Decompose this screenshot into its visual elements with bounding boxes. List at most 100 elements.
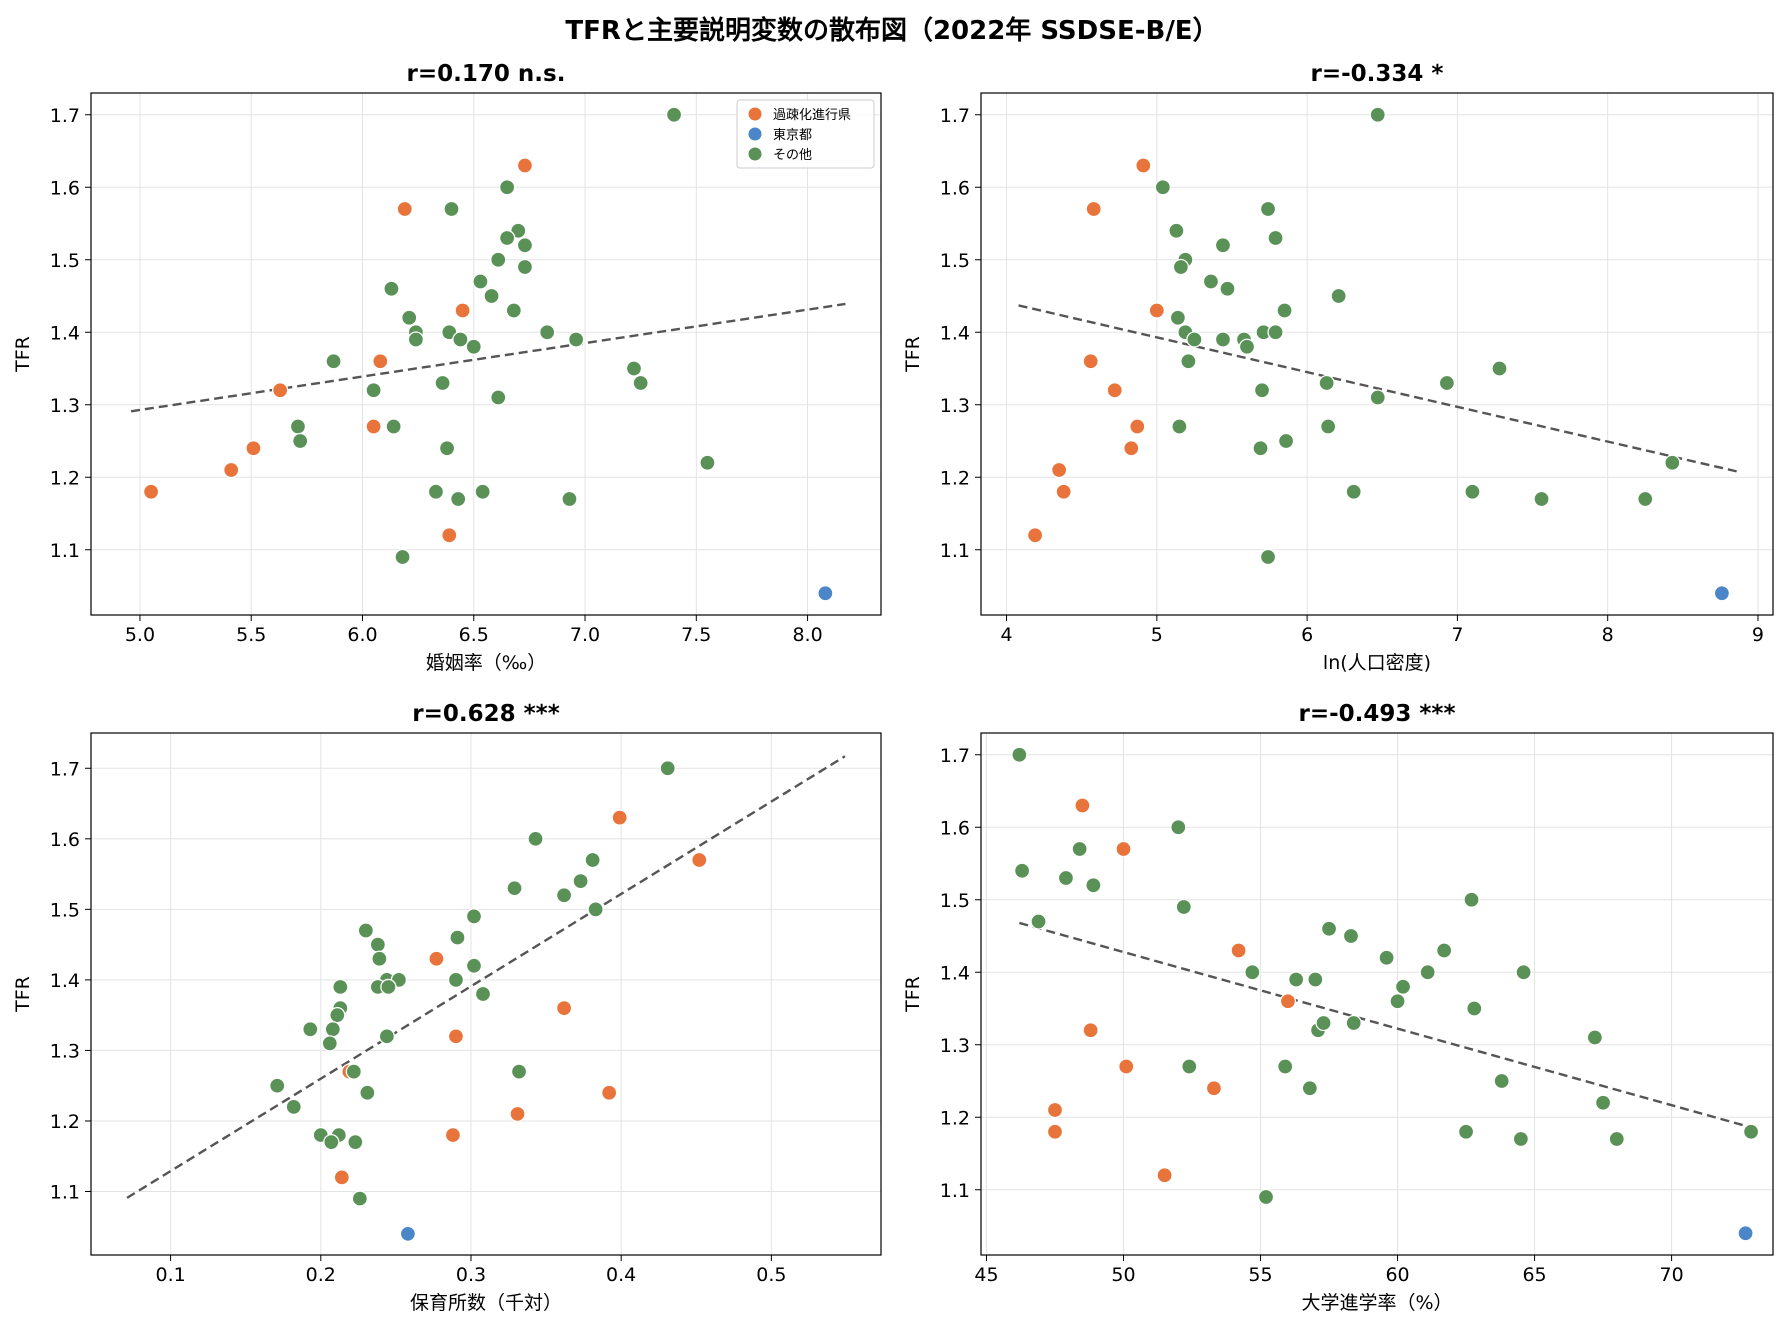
x-axis-label: 保育所数（千対）: [410, 1292, 562, 1314]
data-point: [1013, 862, 1031, 879]
x-axis-label: 婚姻率（‰）: [426, 652, 547, 674]
data-point: [345, 1063, 362, 1080]
data-point: [632, 374, 649, 392]
x-tick-label: 7.0: [570, 624, 600, 646]
data-point: [443, 200, 460, 218]
y-tick-label: 1.4: [50, 322, 80, 344]
data-point: [1277, 1058, 1294, 1075]
data-point: [1369, 389, 1386, 406]
y-tick-label: 1.2: [940, 467, 970, 489]
data-point: [490, 251, 507, 268]
data-point: [1464, 483, 1481, 500]
data-point: [1493, 1072, 1510, 1090]
data-point: [1466, 1000, 1483, 1017]
data-point: [378, 1028, 396, 1045]
subplot-3: 0.1 0.2 0.3 0.4 0.5 1.1 1.2 1.3 1.4 1.5 1.6 1.7 保育所数…: [12, 701, 882, 1314]
data-point: [1330, 287, 1347, 305]
axes-frame: [980, 92, 1774, 616]
data-point: [1737, 1225, 1754, 1242]
y-tick-label: 1.4: [50, 970, 80, 992]
data-point: [506, 880, 523, 897]
data-point: [454, 302, 471, 319]
trend-line: [130, 302, 846, 413]
data-point: [601, 1084, 618, 1101]
data-point: [1085, 877, 1102, 894]
data-point: [1637, 490, 1654, 508]
data-point: [1257, 1188, 1275, 1206]
data-point: [1515, 964, 1532, 981]
data-point: [1345, 1014, 1362, 1032]
data-point: [584, 851, 601, 869]
data-point: [505, 302, 522, 319]
data-point: [444, 1126, 462, 1144]
y-tick-label: 1.4: [940, 962, 970, 984]
data-point: [380, 978, 397, 996]
series-その他: [1011, 746, 1760, 1206]
data-point: [465, 908, 483, 925]
data-point: [1071, 840, 1088, 858]
y-tick-label: 1.5: [940, 250, 970, 272]
data-point: [427, 483, 445, 500]
data-point: [1369, 106, 1386, 123]
data-point: [510, 1063, 528, 1080]
data-point: [1050, 461, 1068, 479]
y-tick-label: 1.7: [50, 105, 80, 127]
data-point: [498, 229, 516, 247]
data-point: [1082, 353, 1099, 370]
trend-line: [1018, 304, 1738, 473]
data-point: [1135, 157, 1152, 174]
data-point: [1259, 200, 1277, 218]
data-point: [447, 1028, 465, 1045]
data-point: [285, 1098, 302, 1116]
data-point: [1491, 360, 1508, 377]
series-東京都: [1737, 1225, 1754, 1242]
data-point: [1074, 797, 1091, 814]
subplot-title: r=0.628 ***: [412, 701, 559, 727]
data-point: [372, 353, 389, 370]
y-tick-label: 1.1: [940, 1180, 970, 1202]
y-tick-label: 1.6: [50, 829, 80, 851]
data-point: [1389, 993, 1406, 1010]
data-point: [1148, 302, 1165, 319]
data-point: [1318, 374, 1335, 392]
data-point: [449, 929, 466, 946]
x-tick-label: 7: [1451, 624, 1463, 646]
data-point: [332, 978, 349, 996]
data-point: [509, 1105, 526, 1123]
data-point: [567, 331, 585, 348]
data-point: [365, 418, 382, 435]
data-point: [561, 490, 578, 508]
data-point: [359, 1084, 376, 1101]
data-point: [441, 527, 458, 544]
data-point: [396, 200, 413, 218]
data-point: [1301, 1080, 1319, 1097]
data-point: [555, 887, 573, 904]
data-point: [1267, 229, 1284, 247]
y-tick-label: 1.2: [940, 1107, 970, 1129]
y-tick-label: 1.1: [50, 1182, 80, 1204]
legend-marker: [747, 126, 763, 142]
x-tick-label: 0.2: [306, 1264, 336, 1286]
data-point: [365, 382, 382, 399]
data-point: [817, 585, 834, 602]
legend-marker: [747, 106, 763, 122]
data-point: [572, 872, 589, 890]
data-point: [1168, 222, 1185, 239]
data-point: [1594, 1094, 1612, 1111]
data-point: [401, 309, 418, 326]
data-point: [699, 454, 716, 471]
series-過疎化進行県: [1046, 797, 1297, 1184]
legend-marker: [747, 146, 763, 162]
data-point: [245, 440, 262, 457]
series-東京都: [817, 585, 834, 602]
data-point: [625, 360, 643, 377]
data-point: [1267, 324, 1284, 341]
data-point: [1315, 1014, 1332, 1032]
data-point: [1175, 898, 1192, 916]
data-point: [1046, 1101, 1064, 1119]
data-point: [447, 971, 465, 989]
x-axis-label: ln(人口密度): [1323, 652, 1431, 674]
y-tick-label: 1.2: [50, 1111, 80, 1133]
data-point: [1172, 258, 1190, 276]
data-point: [1169, 309, 1187, 326]
